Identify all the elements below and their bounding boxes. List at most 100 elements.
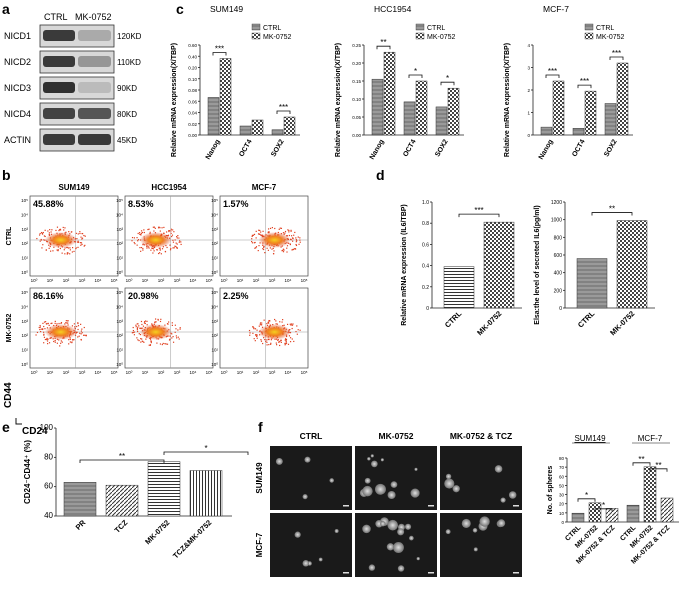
flow-density-core xyxy=(44,324,77,340)
micro-image xyxy=(440,513,522,577)
flow-dot xyxy=(160,253,162,255)
sphere xyxy=(409,535,414,541)
y-tick-label: 400 xyxy=(554,271,563,277)
flow-y-tick: 10⁵ xyxy=(116,290,123,295)
category-label: Nanog xyxy=(369,139,386,161)
sphere xyxy=(387,519,399,531)
flow-dot xyxy=(164,250,167,253)
flow-dot xyxy=(137,326,139,328)
flow-dot xyxy=(40,231,43,234)
flow-dot xyxy=(66,322,68,324)
significance-label: ** xyxy=(119,452,125,461)
il6-category-label: MK-0752 xyxy=(475,309,503,337)
significance-label: *** xyxy=(279,103,288,112)
legend-label-ctrl: CTRL xyxy=(263,25,281,32)
flow-dot xyxy=(138,339,140,342)
y-tick-label: 800 xyxy=(554,235,563,241)
flow-dot xyxy=(80,244,82,246)
flow-dot xyxy=(266,339,268,341)
sphere xyxy=(397,528,405,536)
flow-dot xyxy=(142,247,144,250)
flow-dot xyxy=(251,240,253,243)
panel-c: c SUM149 CTRL MK-0752 0.00 0.02 0.04 0.06 0.08 0… xyxy=(171,1,633,161)
flow-y-tick: 10⁵ xyxy=(116,198,123,203)
flow-dot xyxy=(162,342,164,345)
flow-dot xyxy=(46,338,48,341)
sphere xyxy=(445,473,452,480)
flow-dot xyxy=(67,252,69,254)
flow-y-tick: 10⁴ xyxy=(211,304,218,309)
flow-dot xyxy=(295,239,298,241)
flow-dot xyxy=(154,321,156,323)
significance-label: * xyxy=(602,501,605,510)
flow-dot xyxy=(132,329,135,332)
flow-dot xyxy=(149,231,151,233)
y-tick-label: 1000 xyxy=(551,218,562,224)
flow-dot xyxy=(48,232,50,234)
significance-bracket xyxy=(545,74,560,78)
flow-dot xyxy=(290,239,292,241)
panel-f: f CTRL MK-0752 MK-0752 & TCZ SUM149 MCF-7 0 1… xyxy=(255,419,679,577)
flow-dot xyxy=(256,329,258,331)
sphere xyxy=(392,542,404,553)
flow-dot xyxy=(80,242,83,244)
flow-dot xyxy=(161,227,163,229)
flow-y-tick: 10¹ xyxy=(116,348,123,353)
flow-dot xyxy=(288,335,291,337)
qpcr-chart: MCF-7 CTRL MK-0752 0 1 2 3 4 Relative mRNA expre… xyxy=(504,4,633,161)
flow-dot xyxy=(252,234,255,236)
flow-dot xyxy=(136,327,138,330)
flow-dot xyxy=(59,228,61,230)
significance-bracket xyxy=(649,468,668,472)
qpcr-y-axis-label: Relative mRNA expression(X/TBP) xyxy=(335,43,342,157)
flow-dot xyxy=(285,343,287,345)
significance-bracket xyxy=(632,462,651,466)
flow-dot xyxy=(143,231,145,234)
flow-x-tick: 10⁵ xyxy=(111,278,118,283)
flow-dot xyxy=(77,240,79,242)
flow-percentage: 2.25% xyxy=(223,291,249,301)
y-tick-label: 60 xyxy=(44,482,53,491)
micro-image xyxy=(440,446,522,510)
flow-density-core xyxy=(44,232,77,248)
y-tick-label: 1 xyxy=(527,111,530,116)
legend-label-ctrl: CTRL xyxy=(596,25,614,32)
significance-bracket xyxy=(591,212,633,216)
significance-label: ** xyxy=(638,455,644,464)
flow-dot xyxy=(153,230,155,232)
sphere xyxy=(444,478,455,489)
micro-background xyxy=(355,446,437,510)
sphere xyxy=(397,565,405,572)
flow-dot xyxy=(168,321,170,323)
flow-dot xyxy=(267,249,269,251)
flow-dot xyxy=(150,340,153,342)
flow-dot xyxy=(266,341,268,343)
flow-dot xyxy=(154,227,156,229)
y-tick-label: 0.04 xyxy=(188,111,197,116)
y-tick-label: 4 xyxy=(527,43,530,48)
flow-dot xyxy=(159,247,161,249)
bar-ctrl xyxy=(572,128,585,136)
flow-dot xyxy=(81,237,84,239)
flow-dot xyxy=(69,253,71,255)
sphere xyxy=(390,481,398,488)
micro-background xyxy=(270,513,352,577)
flow-dot xyxy=(36,331,39,334)
flow-y-tick: 10⁴ xyxy=(116,212,123,217)
y-tick-label: 1200 xyxy=(551,200,562,206)
blot-band-mk xyxy=(78,82,111,93)
flow-dot xyxy=(159,249,162,251)
significance-label: *** xyxy=(215,45,224,54)
micro-column-header: CTRL xyxy=(300,431,323,441)
panel-f-label: f xyxy=(258,419,263,435)
y-tick-label: 0.02 xyxy=(188,122,197,127)
qpcr-chart-title: MCF-7 xyxy=(543,4,569,14)
flow-dot xyxy=(293,234,295,236)
flow-dot xyxy=(172,229,174,231)
flow-dot xyxy=(253,328,255,330)
flow-dot xyxy=(261,324,263,326)
flow-y-tick: 10⁴ xyxy=(21,212,28,217)
sphere xyxy=(362,485,373,497)
